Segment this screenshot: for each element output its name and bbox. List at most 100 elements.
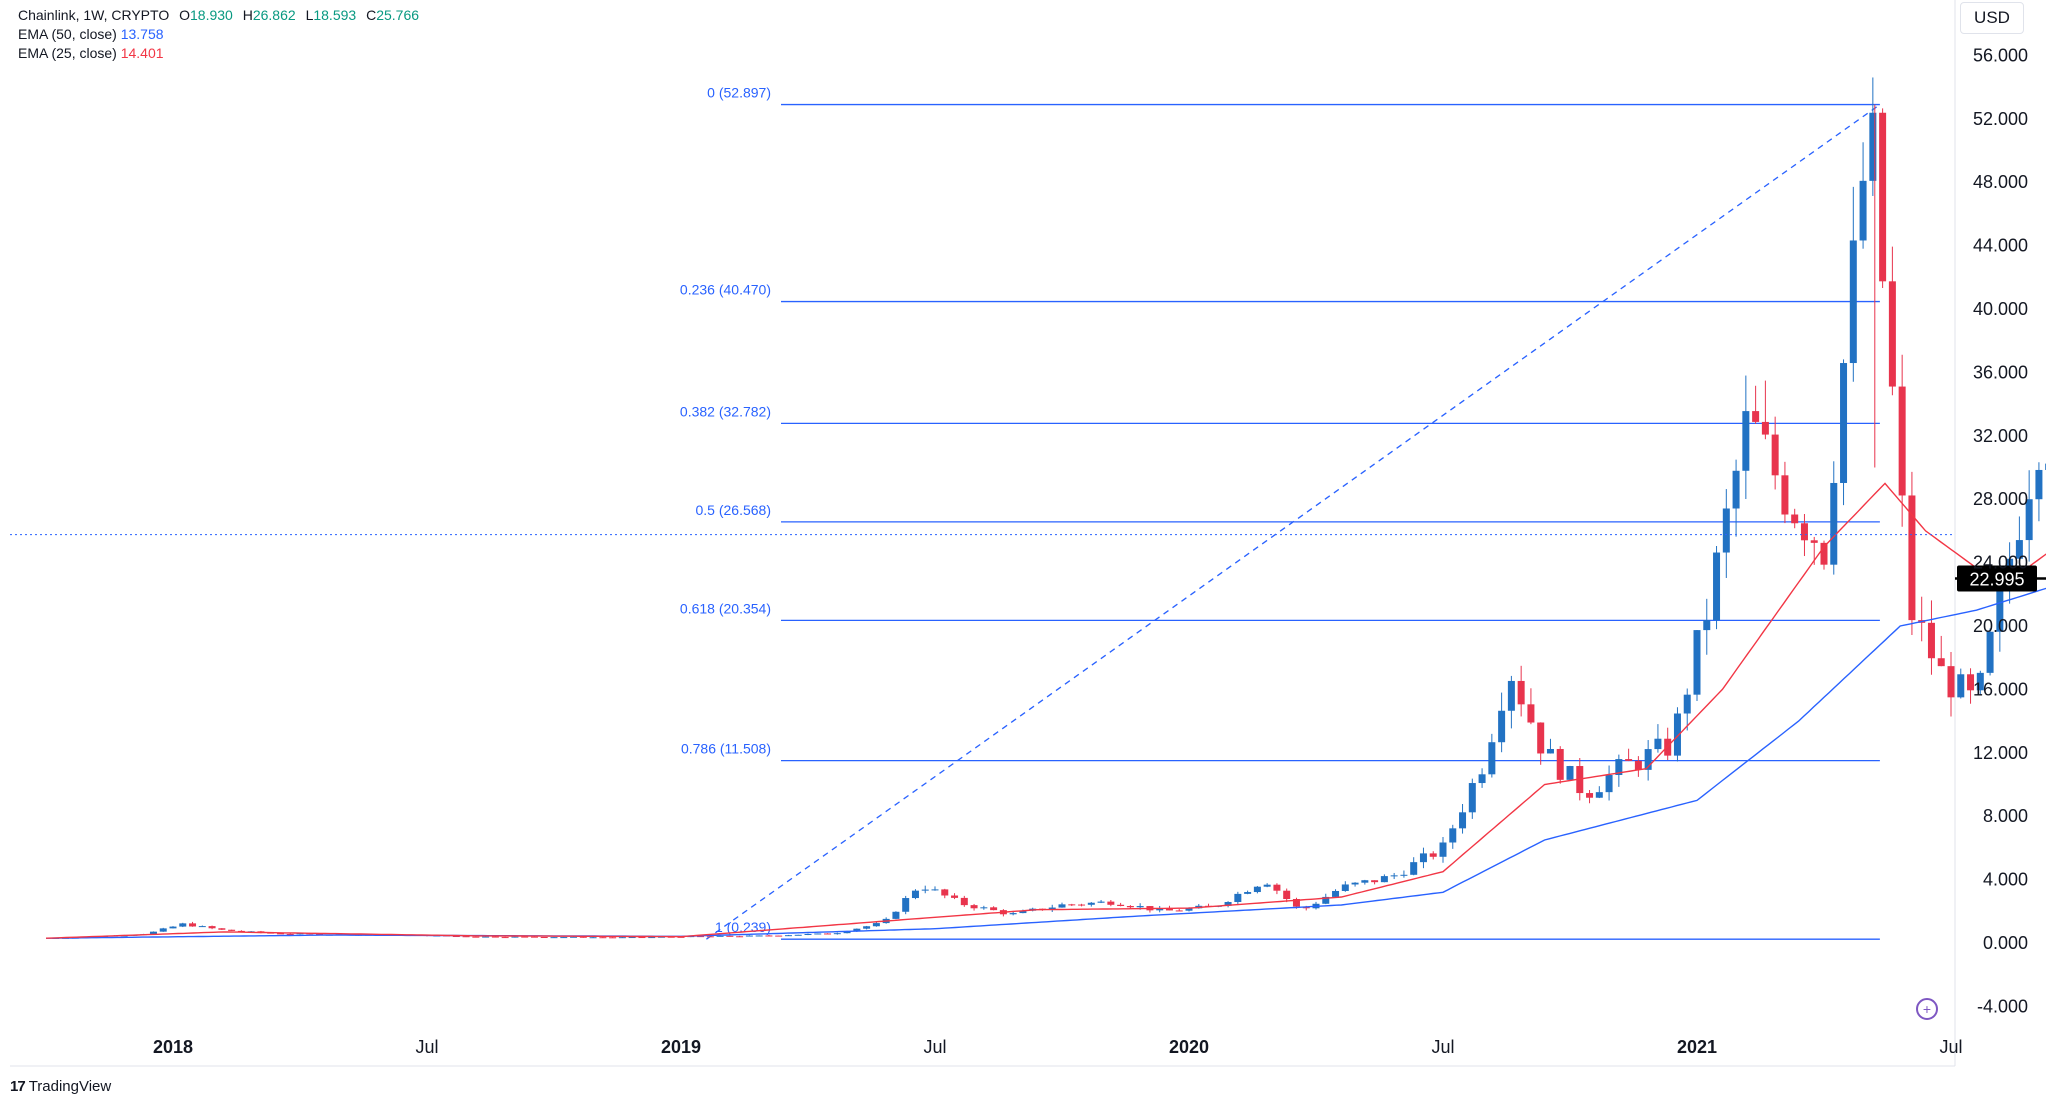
candle-up (628, 937, 636, 939)
candle-up (804, 933, 812, 935)
candle-up (1087, 902, 1095, 905)
candle-up (872, 923, 880, 927)
candle-down (1537, 722, 1545, 754)
candle-down (638, 937, 646, 939)
candle-down (579, 936, 587, 938)
candle-up (1410, 862, 1418, 875)
candle-up (1478, 774, 1486, 784)
candle-down (960, 897, 968, 906)
ema25-value: 14.401 (120, 45, 164, 61)
candle-up (1488, 742, 1496, 775)
candle-up (1439, 842, 1447, 857)
candle-down (218, 928, 226, 930)
candle-down (1429, 853, 1437, 857)
candle-down (472, 936, 480, 938)
candle-down (765, 935, 773, 937)
ema50-value: 13.758 (120, 26, 164, 42)
candle-down (726, 935, 734, 937)
ema25-line (45, 482, 2046, 939)
candle-down (1107, 901, 1115, 905)
fib-level-label: 0.786 (11.508) (681, 741, 771, 757)
time-tick-label: Jul (1431, 1037, 1454, 1057)
legend-ema50-row[interactable]: EMA (50, close) 13.758 (18, 25, 419, 44)
candle-up (560, 937, 568, 939)
candle-up (1419, 853, 1427, 863)
resistance-price-label: 22.995 (1969, 570, 2024, 590)
candle-up (833, 933, 841, 935)
candle-down (1937, 658, 1945, 667)
time-tick-label: Jul (415, 1037, 438, 1057)
low-value: 18.593 (313, 7, 357, 23)
candle-up (169, 926, 177, 929)
chart-legend: Chainlink, 1W, CRYPTO O18.930 H26.862 L1… (18, 6, 419, 63)
candle-down (1068, 904, 1076, 906)
candle-up (921, 889, 929, 891)
candle-up (1234, 893, 1242, 903)
candle-up (853, 928, 861, 932)
candle-up (1400, 874, 1408, 876)
legend-ema25-row[interactable]: EMA (25, close) 14.401 (18, 44, 419, 63)
candle-up (1683, 694, 1691, 714)
candle-up (745, 935, 753, 937)
candle-down (452, 936, 460, 938)
candle-up (1390, 875, 1398, 877)
add-plus-icon[interactable]: + (1916, 998, 1938, 1020)
candle-up (814, 933, 822, 935)
candle-up (1976, 672, 1984, 691)
candle-up (1253, 886, 1261, 893)
candle-up (1615, 759, 1623, 776)
currency-selector[interactable]: USD (1960, 2, 2024, 34)
price-tick-label: 0.000 (1983, 933, 2028, 953)
candle-up (980, 907, 988, 909)
candle-up (550, 937, 558, 939)
candle-down (697, 936, 705, 938)
candle-up (892, 911, 900, 919)
fib-level-label: 0 (52.897) (707, 85, 771, 101)
price-tick-label: 28.000 (1973, 489, 2028, 509)
candle-up (198, 926, 206, 928)
candle-up (1058, 904, 1066, 908)
symbol-title[interactable]: Chainlink, 1W, CRYPTO (18, 7, 170, 23)
candle-down (1800, 523, 1808, 541)
time-axis[interactable]: 2018Jul2019Jul2020Jul2021Jul2022Jul2023J… (153, 1037, 2046, 1057)
close-key: C (366, 7, 377, 23)
candle-up (2035, 469, 2043, 500)
close-value: 25.766 (376, 7, 420, 23)
candle-down (1634, 760, 1642, 770)
candle-down (1820, 542, 1828, 565)
candle-up (159, 928, 167, 932)
low-key: L (305, 7, 314, 23)
candle-down (1527, 704, 1535, 723)
candle-down (1781, 475, 1789, 515)
price-tick-label: 32.000 (1973, 426, 2028, 446)
candle-down (1771, 434, 1779, 476)
candle-up (2015, 540, 2023, 559)
candle-down (1898, 386, 1906, 496)
candle-up (1449, 828, 1457, 843)
candle-up (1986, 631, 1994, 673)
candle-up (1097, 901, 1105, 903)
fibonacci-retracement[interactable]: 0 (52.897) 0.236 (40.470) 0.382 (32.782) 0.… (680, 85, 1881, 940)
price-tick-label: -4.000 (1977, 996, 2028, 1016)
candle-up (1849, 240, 1857, 364)
annotations[interactable]: 22.995 (10, 534, 2046, 859)
candle-down (599, 937, 607, 939)
price-tick-label: 36.000 (1973, 362, 2028, 382)
tradingview-branding[interactable]: 17 TradingView (10, 1078, 111, 1095)
candle-up (784, 935, 792, 937)
candle-up (1830, 482, 1838, 565)
price-tick-label: 20.000 (1973, 616, 2028, 636)
candle-up (1840, 363, 1848, 483)
candle-down (1283, 890, 1291, 900)
price-axis[interactable]: 56.000 52.000 48.000 44.000 40.000 36.000 32.0… (1973, 45, 2028, 1016)
candle-up (1507, 680, 1515, 711)
candle-up (755, 935, 763, 937)
candle-down (951, 895, 959, 898)
price-tick-label: 16.000 (1973, 679, 2028, 699)
candle-up (1732, 470, 1740, 509)
candle-up (1361, 880, 1369, 883)
candle-up (1019, 910, 1027, 914)
candle-down (1967, 674, 1975, 691)
candle-down (824, 933, 832, 935)
